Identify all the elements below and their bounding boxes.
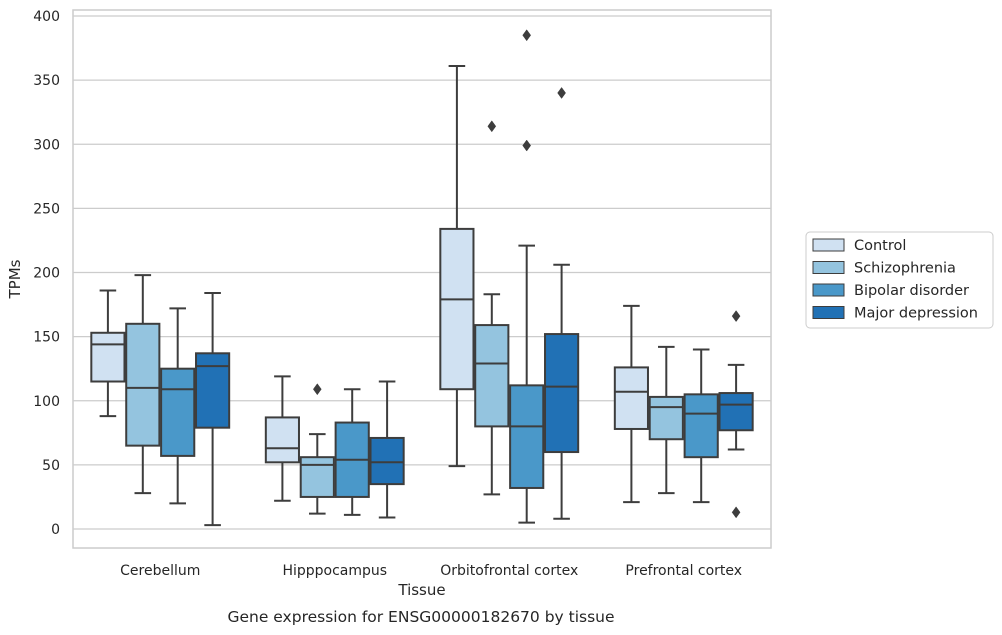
box-schizophrenia [299, 383, 335, 515]
box-control [264, 375, 300, 502]
box-schizophrenia [648, 345, 684, 495]
y-tick-label: 400 [33, 9, 60, 25]
outlier-point [557, 87, 566, 99]
y-tick-label: 200 [33, 266, 60, 282]
legend-swatch [812, 306, 845, 319]
box-bipolar-disorder [160, 307, 196, 505]
box-major-depression [718, 310, 754, 519]
y-axis-ticks: 0 50 100 150 200 250 300 350 400 [33, 9, 60, 538]
chart-caption: Gene expression for ENSG00000182670 by t… [227, 608, 614, 626]
y-axis-label: TPMs [6, 259, 24, 299]
box-bipolar-disorder [334, 388, 370, 516]
outlier-point [731, 506, 741, 519]
box-body [474, 324, 510, 428]
y-tick-label: 100 [33, 394, 60, 410]
box-body [195, 352, 231, 429]
legend-swatch [812, 283, 845, 297]
box-body [613, 366, 649, 430]
y-tick-label: 50 [42, 458, 60, 474]
x-axis-ticks: Cerebellum Hipppocampus Orbitofrontal cort… [120, 563, 742, 579]
box-body [264, 416, 300, 464]
legend-label: Schizophrenia [854, 261, 956, 277]
box-body [160, 367, 196, 457]
legend-swatch [812, 261, 845, 274]
x-tick-label: Hipppocampus [282, 563, 387, 579]
box-body [718, 392, 754, 432]
box-body [683, 393, 719, 459]
box-body [439, 227, 475, 391]
legend-swatch [812, 238, 845, 252]
y-tick-label: 150 [33, 330, 60, 346]
box-control [613, 304, 649, 504]
box-schizophrenia [474, 120, 510, 496]
box-control [90, 289, 126, 418]
box-body [125, 322, 161, 447]
box-body [648, 395, 684, 441]
x-tick-label: Prefrontal cortex [625, 563, 742, 579]
box-major-depression [544, 87, 580, 520]
box-body [544, 333, 580, 454]
box-major-depression [369, 380, 405, 519]
legend-label: Major depression [854, 306, 978, 322]
y-tick-label: 350 [33, 73, 60, 89]
y-tick-label: 0 [51, 522, 60, 538]
box-body [90, 331, 126, 383]
plot-series [90, 29, 754, 527]
y-tick-label: 250 [33, 201, 60, 217]
y-tick-label: 300 [33, 137, 60, 153]
outlier-point [731, 310, 741, 323]
outlier-point [312, 383, 322, 396]
legend: Control Schizophrenia Bipolar disorder Majo… [805, 231, 994, 329]
box-bipolar-disorder [683, 348, 719, 504]
outlier-point [522, 29, 532, 42]
box-body [299, 456, 335, 498]
outlier-point [522, 139, 532, 152]
box-body [369, 436, 405, 486]
outlier-point [487, 120, 497, 133]
plot-frame [72, 9, 772, 549]
box-body [509, 384, 545, 489]
x-tick-label: Cerebellum [120, 563, 200, 579]
box-schizophrenia [125, 274, 161, 495]
legend-label: Control [854, 238, 906, 254]
legend-label: Bipolar disorder [854, 283, 969, 299]
box-major-depression [195, 292, 231, 527]
x-tick-label: Orbitofrontal cortex [440, 563, 578, 579]
box-bipolar-disorder [509, 29, 545, 524]
legend-box [805, 231, 994, 329]
x-axis-label: Tissue [397, 581, 445, 599]
box-control [439, 65, 475, 468]
